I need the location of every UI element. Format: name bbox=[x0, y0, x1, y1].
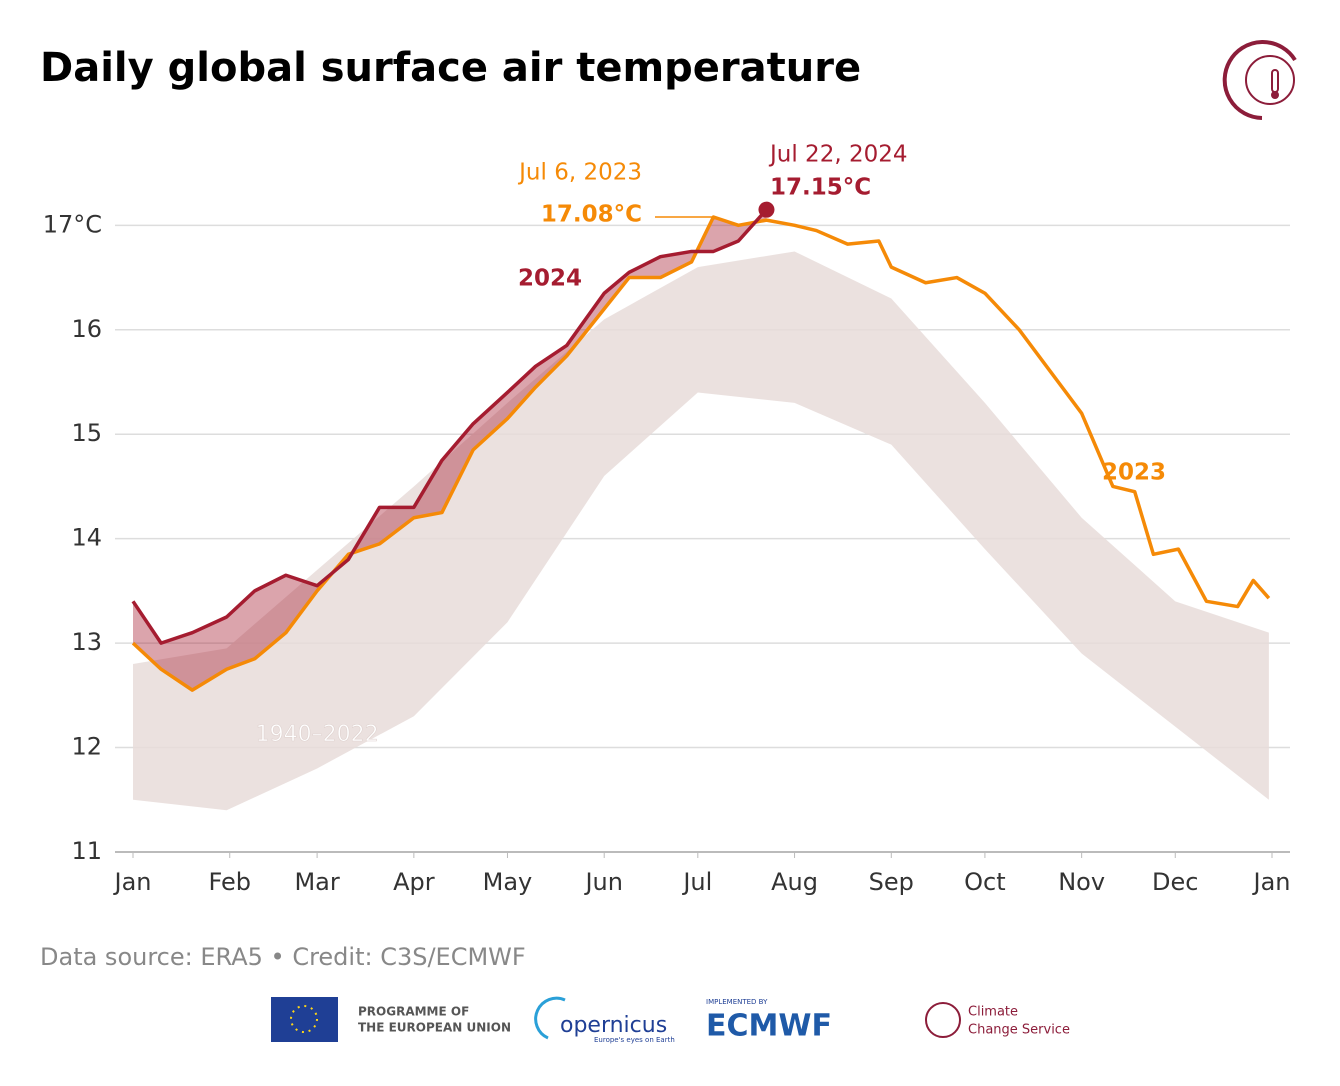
x-tick-label: Aug bbox=[771, 868, 818, 896]
x-tick-label: Sep bbox=[869, 868, 914, 896]
x-tick-label: Feb bbox=[208, 868, 251, 896]
x-tick-label: Nov bbox=[1058, 868, 1105, 896]
annotation-value: 17.08°C bbox=[541, 201, 642, 227]
historical-band bbox=[133, 251, 1269, 811]
x-tick-label: Apr bbox=[393, 868, 435, 896]
eu-text: THE EUROPEAN UNION bbox=[358, 1021, 511, 1035]
copernicus-tagline: Europe's eyes on Earth bbox=[594, 1036, 675, 1044]
eu-text: PROGRAMME OF bbox=[358, 1005, 469, 1019]
x-tick-label: Jan bbox=[1252, 868, 1291, 896]
x-tick-label: Dec bbox=[1152, 868, 1198, 896]
c3s-logo bbox=[1222, 40, 1297, 120]
series-label: 2024 bbox=[518, 266, 582, 292]
c3s-text: Change Service bbox=[968, 1023, 1070, 1038]
x-tick-label: Oct bbox=[964, 868, 1006, 896]
annotation-value: 17.15°C bbox=[770, 175, 871, 201]
eu-stars bbox=[290, 1005, 318, 1033]
eu-flag bbox=[271, 997, 338, 1042]
y-tick-label: 17°C bbox=[43, 210, 102, 238]
annotation-date: Jul 22, 2024 bbox=[768, 142, 907, 168]
y-tick-label: 15 bbox=[71, 419, 102, 447]
chart-title: Daily global surface air temperature bbox=[40, 45, 861, 91]
footer-logos: PROGRAMME OF THE EUROPEAN UNION opernicu… bbox=[271, 996, 1070, 1044]
source: Data source: ERA5 • Credit: C3S/ECMWF bbox=[40, 943, 526, 971]
y-tick-label: 12 bbox=[71, 733, 102, 761]
ecmwf: ECMWF bbox=[706, 1009, 832, 1044]
difference-shading bbox=[133, 209, 767, 691]
ecmwf-implemented: IMPLEMENTED BY bbox=[706, 998, 768, 1006]
y-tick-label: 11 bbox=[71, 837, 102, 865]
x-tick-label: May bbox=[483, 868, 533, 896]
x-tick-label: Jun bbox=[583, 868, 623, 896]
y-tick-label: 14 bbox=[71, 524, 102, 552]
band-label: 1940–2022 bbox=[256, 722, 379, 747]
x-tick-label: Jan bbox=[113, 868, 152, 896]
annotation-date: Jul 6, 2023 bbox=[517, 160, 642, 186]
c3s-text: Climate bbox=[968, 1005, 1018, 1020]
copernicus: opernicus bbox=[560, 1013, 667, 1038]
x-tick-label: Jul bbox=[681, 868, 712, 896]
y-tick-label: 16 bbox=[71, 315, 102, 343]
series-label: 2023 bbox=[1102, 460, 1166, 486]
x-tick-label: Mar bbox=[294, 868, 339, 896]
annotation-point bbox=[758, 201, 775, 218]
y-tick-label: 13 bbox=[71, 628, 102, 656]
series-line bbox=[131, 208, 768, 645]
